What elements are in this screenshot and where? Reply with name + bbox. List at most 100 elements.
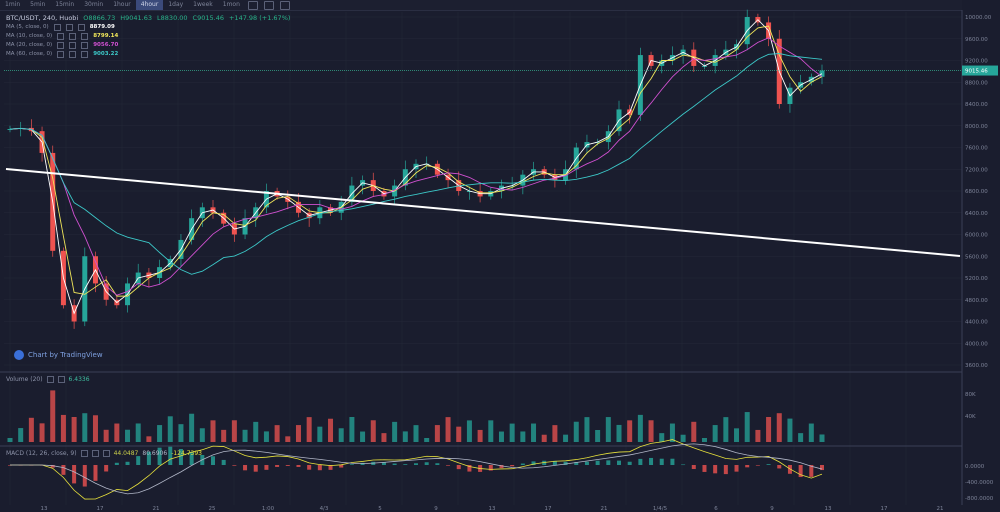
price-tick-label: 7200.00	[965, 167, 988, 173]
volume-bar	[210, 420, 216, 442]
timeframe-1day[interactable]: 1day	[168, 1, 184, 8]
volume-bar	[573, 421, 579, 442]
macd-histogram-bar	[488, 465, 493, 471]
macd-histogram-bar	[104, 465, 109, 472]
volume-bar	[477, 429, 483, 442]
last-price-badge	[962, 65, 998, 76]
volume-bar	[541, 434, 547, 442]
volume-bar	[263, 431, 269, 442]
fullscreen-icon[interactable]	[279, 0, 290, 10]
macd-histogram-bar	[243, 465, 248, 471]
macd-histogram-bar	[136, 456, 141, 465]
macd-histogram-bar	[777, 465, 782, 469]
volume-bar	[274, 425, 280, 442]
time-tick-label: 17	[97, 506, 104, 512]
volume-bar	[146, 436, 152, 442]
ma-line-1	[9, 19, 823, 315]
macd-histogram-bar	[713, 465, 718, 474]
volume-bar	[744, 412, 750, 442]
volume-bar	[103, 429, 109, 442]
indicators-icon[interactable]	[247, 0, 258, 10]
macd-histogram-bar	[734, 465, 739, 472]
macd-histogram-bar	[211, 456, 215, 465]
timeframe-5min[interactable]: 5min	[30, 1, 46, 8]
time-tick-label: 21	[937, 506, 944, 512]
macd-histogram-bar	[584, 461, 589, 465]
tradingview-watermark[interactable]: Chart by TradingView	[14, 350, 103, 360]
volume-bar	[413, 425, 419, 442]
settings-icon[interactable]	[263, 0, 274, 10]
macd-histogram-bar	[499, 465, 504, 469]
volume-bar	[178, 424, 184, 442]
price-change: +147.98 (+1.67%)	[228, 14, 291, 22]
macd-histogram-bar	[424, 462, 429, 465]
volume-bar	[82, 413, 88, 442]
ohlc-high: H9041.63	[120, 14, 153, 22]
timeframe-1hour[interactable]: 1hour	[113, 1, 131, 8]
price-tick-label: 3600.00	[965, 363, 988, 369]
volume-bar	[466, 420, 472, 442]
volume-bar	[637, 414, 643, 442]
macd-histogram-bar	[659, 458, 664, 465]
macd-histogram-bar	[264, 465, 269, 470]
volume-legend: Volume (20) 6.4336	[6, 376, 90, 383]
ma-legend-row: MA (60, close, 0) 9003.22	[6, 51, 119, 58]
price-tick-label: 8000.00	[965, 124, 988, 130]
time-tick-label: 6	[714, 506, 718, 512]
timeframe-4hour[interactable]: 4hour	[135, 0, 164, 10]
volume-bar	[520, 431, 526, 442]
volume-bar	[680, 434, 686, 442]
macd-tick-label: -800.0000	[965, 496, 994, 502]
volume-bar	[509, 423, 515, 442]
ma-legend-row: MA (5, close, 0) 8879.09	[6, 24, 115, 31]
price-tick-label: 9600.00	[965, 37, 988, 43]
timeframe-1min[interactable]: 1min	[5, 1, 21, 8]
candle-body	[595, 142, 601, 144]
last-price-label: 9015.46	[965, 69, 988, 75]
ma-line-3	[9, 37, 823, 296]
macd-histogram-bar	[275, 465, 280, 467]
volume-bar	[306, 417, 312, 442]
time-tick-label: 13	[41, 506, 48, 512]
volume-bar	[18, 428, 24, 442]
macd-histogram-bar	[339, 465, 344, 468]
time-tick-label: 13	[489, 506, 496, 512]
volume-bar	[221, 429, 227, 442]
macd-histogram-bar	[820, 465, 824, 471]
trendline	[5, 168, 961, 257]
macd-histogram-bar	[702, 465, 707, 472]
macd-histogram-bar	[50, 465, 55, 468]
macd-histogram-bar	[563, 461, 568, 465]
volume-bar	[648, 420, 654, 442]
timeframe-1week[interactable]: 1week	[193, 1, 213, 8]
macd-histogram-bar	[766, 464, 771, 465]
volume-bar	[669, 423, 675, 442]
macd-histogram-bar	[798, 465, 803, 478]
volume-bar	[424, 438, 430, 442]
timeframe-30min[interactable]: 30min	[84, 1, 104, 8]
ohlc-low: L8830.00	[157, 14, 188, 22]
volume-bar	[798, 433, 804, 442]
time-tick-label: 9	[434, 506, 438, 512]
macd-histogram-bar	[745, 465, 750, 468]
volume-bar	[189, 413, 195, 442]
volume-bar	[712, 425, 718, 442]
volume-bar	[71, 417, 77, 442]
macd-histogram-bar	[414, 463, 418, 465]
price-axis-bg	[962, 0, 1000, 512]
volume-bar	[659, 433, 665, 442]
macd-histogram-bar	[456, 465, 461, 470]
symbol-label[interactable]: BTC/USDT, 240, Huobi	[6, 14, 79, 22]
macd-histogram-bar	[296, 465, 301, 467]
macd-histogram-bar	[809, 465, 814, 477]
macd-histogram-bar	[232, 465, 237, 466]
volume-tick-label: 40K	[965, 414, 976, 420]
timeframe-15min[interactable]: 15min	[55, 1, 75, 8]
macd-histogram-bar	[82, 465, 87, 487]
macd-tick-label: -400.0000	[965, 480, 994, 486]
macd-histogram-bar	[510, 465, 515, 467]
macd-histogram-bar	[168, 446, 173, 465]
volume-bar	[92, 415, 98, 442]
volume-bar	[755, 429, 761, 442]
timeframe-1mon[interactable]: 1mon	[222, 1, 240, 8]
